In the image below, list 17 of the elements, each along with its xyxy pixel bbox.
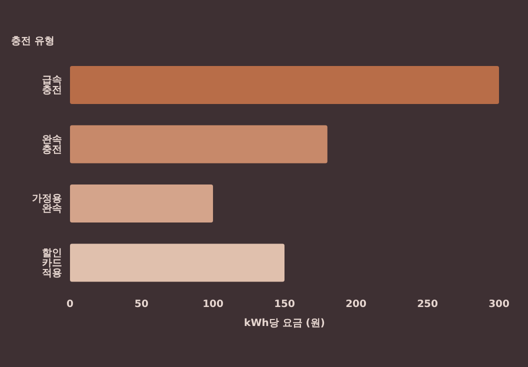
x-axis-title: kWh당 요금 (원) [244, 318, 325, 329]
x-tick-label: 250 [417, 299, 438, 310]
x-tick-label: 200 [346, 299, 366, 310]
y-tick-label: 가정용 완속 [32, 194, 62, 215]
x-tick-label: 300 [488, 299, 510, 310]
x-tick-label: 100 [202, 299, 224, 310]
bar [70, 66, 499, 104]
y-tick-label: 완속 충전 [42, 134, 62, 156]
bar [70, 184, 213, 222]
y-tick-label: 급속 충전 [42, 75, 62, 96]
x-tick-label: 50 [134, 299, 148, 310]
bar [70, 125, 328, 164]
y-tick-label: 할인 카드 적용 [42, 248, 62, 279]
y-axis-title: 충전 유형 [11, 35, 54, 48]
x-tick-label: 0 [66, 299, 74, 310]
x-tick-label: 150 [274, 299, 295, 310]
bar [70, 244, 284, 282]
